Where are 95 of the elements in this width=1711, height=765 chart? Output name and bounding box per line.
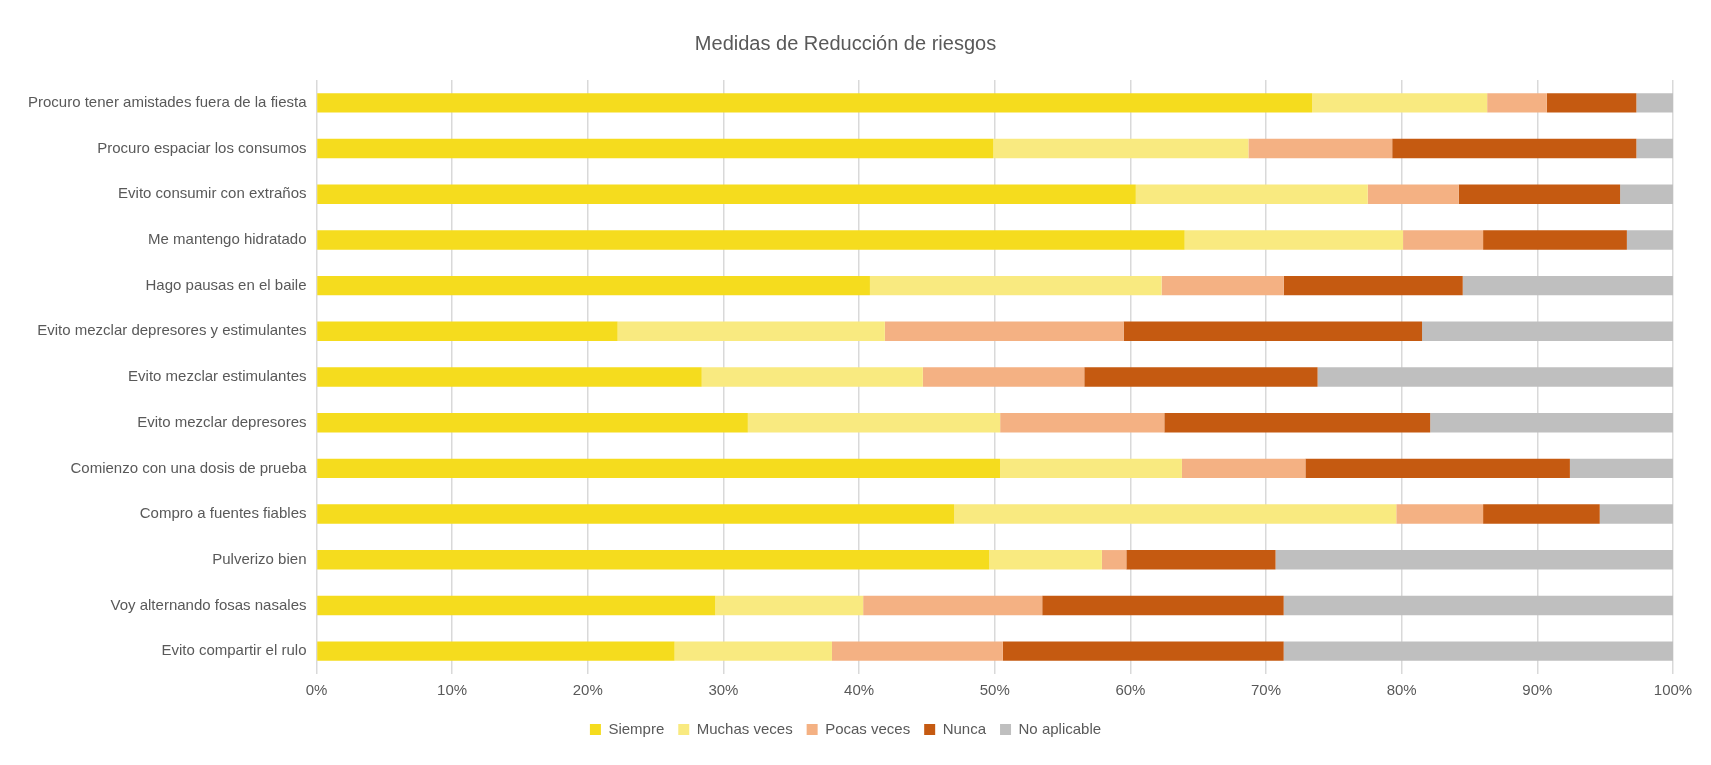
bar <box>317 93 1313 113</box>
bar <box>1483 230 1627 250</box>
bar <box>1620 184 1673 204</box>
bar <box>863 595 1043 616</box>
bar <box>701 367 923 387</box>
bar <box>869 275 1162 296</box>
bar <box>1161 275 1284 296</box>
bar <box>317 275 870 296</box>
x-tick-label: 100% <box>1653 681 1693 699</box>
bar <box>317 184 1136 204</box>
bar <box>1487 93 1547 113</box>
bar <box>954 504 1397 524</box>
bar <box>1123 321 1423 342</box>
bar <box>317 550 990 570</box>
bar <box>1392 138 1637 159</box>
bar <box>674 641 832 661</box>
x-tick-label: 90% <box>1522 681 1553 699</box>
bar <box>317 504 955 524</box>
y-tick-label: Procuro espaciar los consumos <box>97 138 307 156</box>
bar <box>1367 184 1459 204</box>
bar <box>1184 230 1404 250</box>
legend-label: Siempre <box>608 719 665 737</box>
bar <box>1422 321 1673 342</box>
legend-label: Nunca <box>942 719 987 737</box>
bar <box>1000 458 1182 479</box>
bar <box>317 321 618 342</box>
bar <box>317 595 716 616</box>
x-tick-label: 10% <box>437 681 468 699</box>
bar <box>1283 641 1673 661</box>
y-tick-label: Evito mezclar depresores y estimulantes <box>37 321 307 339</box>
bar <box>1317 367 1673 387</box>
x-tick-label: 60% <box>1115 681 1146 699</box>
bar <box>1305 458 1570 479</box>
bar <box>1275 550 1673 570</box>
bar <box>715 595 864 616</box>
bar <box>1636 93 1673 113</box>
bar <box>1626 230 1673 250</box>
bar <box>617 321 885 342</box>
bar <box>1084 367 1318 387</box>
bar <box>1546 93 1637 113</box>
bar <box>317 458 1001 479</box>
y-tick-label: Hago pausas en el baile <box>145 275 307 293</box>
bar <box>1181 458 1306 479</box>
bar <box>1462 275 1673 296</box>
bar <box>317 367 702 387</box>
x-tick-label: 20% <box>572 681 603 699</box>
legend-label: No aplicable <box>1018 719 1102 737</box>
y-tick-label: Me mantengo hidratado <box>148 230 307 248</box>
bar <box>1000 412 1165 433</box>
bar <box>1126 550 1276 570</box>
bar <box>1283 595 1673 616</box>
bar <box>317 230 1185 250</box>
bar <box>1312 93 1488 113</box>
bar <box>1164 412 1431 433</box>
bar <box>993 138 1249 159</box>
bar <box>1248 138 1393 159</box>
bar <box>1569 458 1673 479</box>
bar <box>1101 550 1127 570</box>
bar <box>747 412 1001 433</box>
x-tick-label: 0% <box>305 681 328 699</box>
bar <box>317 412 748 433</box>
x-tick-label: 50% <box>979 681 1010 699</box>
x-tick-label: 80% <box>1386 681 1417 699</box>
bar <box>1599 504 1673 524</box>
bar <box>884 321 1124 342</box>
bar <box>1002 641 1284 661</box>
chart-title: Medidas de Reducción de riesgos <box>694 31 997 54</box>
y-tick-label: Voy alternando fosas nasales <box>110 595 307 613</box>
x-tick-label: 40% <box>844 681 875 699</box>
bar <box>989 550 1102 570</box>
y-tick-label: Comienzo con una dosis de prueba <box>70 458 308 476</box>
bar <box>1430 412 1673 433</box>
y-tick-label: Evito compartir el rulo <box>161 641 307 659</box>
bar <box>1396 504 1484 524</box>
bar <box>922 367 1085 387</box>
x-tick-label: 70% <box>1251 681 1282 699</box>
legend-label: Muchas veces <box>696 719 793 737</box>
x-tick-label: 30% <box>708 681 739 699</box>
bar <box>317 641 675 661</box>
bar <box>1636 138 1673 159</box>
bar <box>317 138 994 159</box>
y-tick-label: Evito consumir con extraños <box>118 184 307 202</box>
bar <box>1458 184 1621 204</box>
y-tick-label: Evito mezclar estimulantes <box>128 367 307 385</box>
bar <box>831 641 1003 661</box>
bar <box>1403 230 1484 250</box>
y-tick-label: Compro a fuentes fiables <box>139 504 307 522</box>
bar <box>1483 504 1600 524</box>
bar <box>1283 275 1463 296</box>
y-tick-label: Pulverizo bien <box>212 549 307 567</box>
y-tick-label: Procuro tener amistades fuera de la fiesta <box>28 92 308 110</box>
legend-label: Pocas veces <box>825 719 911 737</box>
bar <box>1042 595 1284 616</box>
bar <box>1135 184 1368 204</box>
y-tick-label: Evito mezclar depresores <box>137 412 307 430</box>
